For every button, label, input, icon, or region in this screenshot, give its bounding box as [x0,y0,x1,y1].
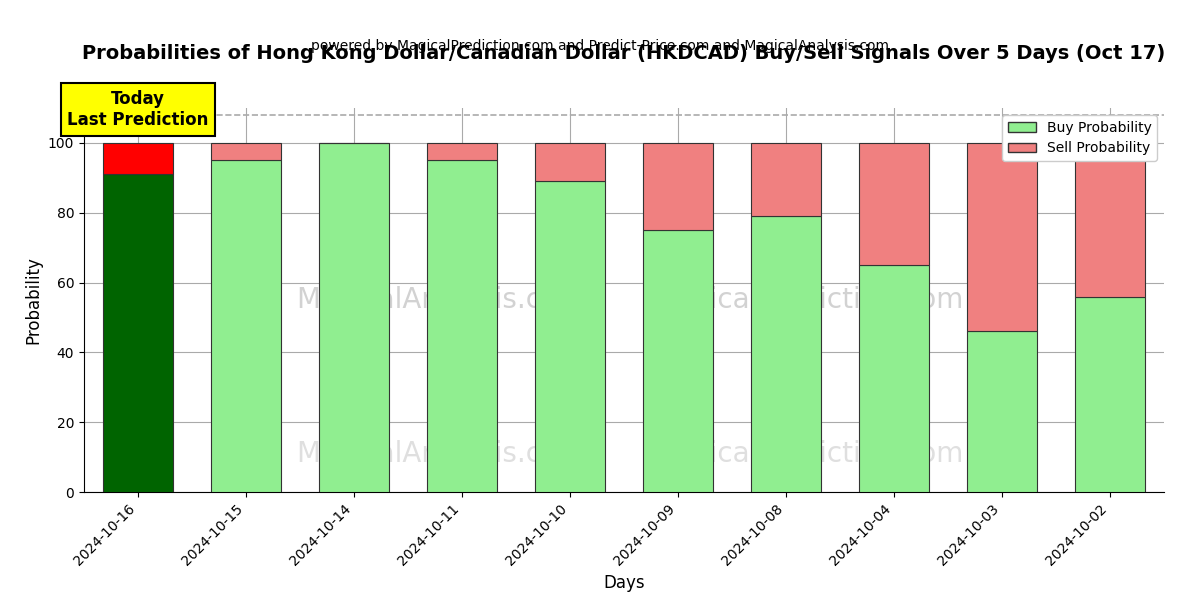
Text: MagicalAnalysis.com: MagicalAnalysis.com [296,440,584,467]
Text: Today
Last Prediction: Today Last Prediction [67,90,209,129]
Bar [535,181,605,492]
Bar [859,143,929,265]
Bar [535,143,605,181]
Y-axis label: Probability: Probability [24,256,42,344]
Bar [319,143,389,492]
Bar [211,143,281,160]
Text: MagicalAnalysis.com: MagicalAnalysis.com [296,286,584,314]
Text: MagicalPrediction.com: MagicalPrediction.com [652,286,964,314]
Bar [643,230,713,492]
Bar [751,143,821,216]
Bar [103,175,173,492]
Bar [967,331,1037,492]
Title: Probabilities of Hong Kong Dollar/Canadian Dollar (HKDCAD) Buy/Sell Signals Over: Probabilities of Hong Kong Dollar/Canadi… [83,44,1165,64]
Bar [427,160,497,492]
Bar [751,216,821,492]
Text: MagicalPrediction.com: MagicalPrediction.com [652,440,964,467]
Bar [427,143,497,160]
Bar [643,143,713,230]
Bar [1075,296,1145,492]
Text: powered by MagicalPrediction.com and Predict-Price.com and MagicalAnalysis.com: powered by MagicalPrediction.com and Pre… [311,39,889,53]
Bar [1075,143,1145,296]
Legend: Buy Probability, Sell Probability: Buy Probability, Sell Probability [1002,115,1157,161]
Bar [211,160,281,492]
Bar [859,265,929,492]
X-axis label: Days: Days [604,574,644,592]
Bar [103,143,173,175]
Bar [967,143,1037,331]
